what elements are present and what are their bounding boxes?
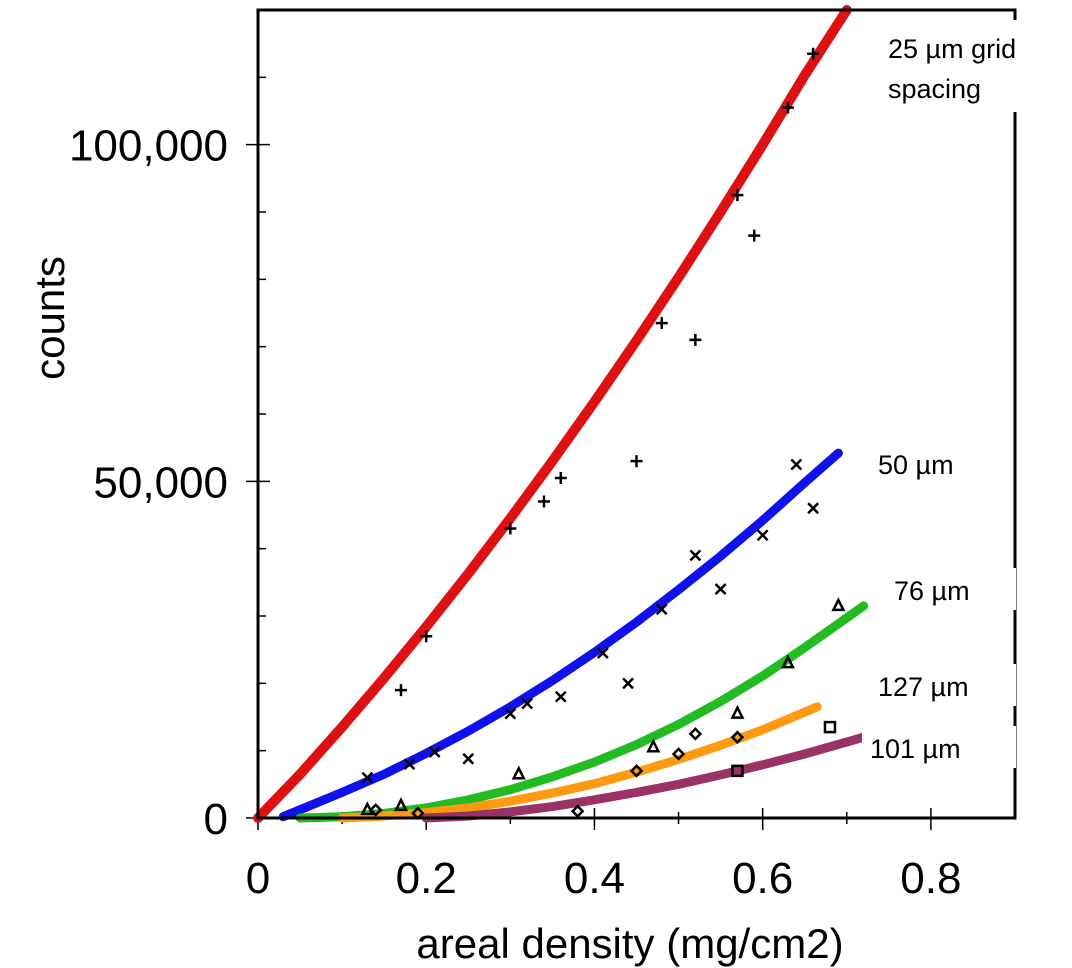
data-point-plus — [537, 495, 550, 508]
data-point-triangle — [730, 704, 745, 719]
data-point-cross — [807, 502, 820, 515]
data-point-plus — [394, 684, 407, 697]
data-point-plus — [504, 522, 517, 535]
data-point-cross — [689, 549, 702, 562]
series-label: 101 µm — [870, 734, 961, 764]
data-point-cross — [714, 583, 727, 595]
data-point-triangle — [511, 765, 526, 780]
data-point-diamond — [688, 727, 703, 741]
data-point-plus — [731, 189, 744, 202]
x-tick-label: 0.8 — [900, 854, 961, 903]
data-point-cross — [504, 707, 517, 720]
data-point-triangle — [393, 797, 409, 812]
data-point-plus — [554, 471, 567, 484]
data-point-diamond — [730, 730, 745, 744]
data-point-cross — [655, 603, 668, 616]
y-tick-label: 0 — [204, 795, 228, 844]
data-point-plus — [420, 630, 433, 643]
data-point-square — [823, 720, 837, 734]
y-axis-title: counts — [26, 256, 73, 380]
data-markers — [360, 47, 846, 821]
data-point-plus — [655, 317, 668, 330]
tick-labels: 0 0.2 0.4 0.6 0.8 0 50,000 100,000 — [69, 122, 962, 903]
data-point-diamond — [368, 803, 383, 817]
data-point-cross — [596, 647, 609, 659]
data-point-cross — [521, 697, 534, 710]
data-point-triangle — [360, 801, 375, 816]
data-point-plus — [748, 229, 761, 242]
data-point-triangle — [780, 654, 795, 669]
data-point-cross — [756, 529, 769, 542]
fit-curve — [253, 5, 852, 823]
fit-curve — [421, 732, 869, 823]
data-point-cross — [622, 677, 634, 690]
data-point-square — [731, 764, 744, 778]
data-point-cross — [790, 458, 803, 471]
series-label-background — [886, 568, 1016, 610]
data-point-cross — [462, 752, 475, 765]
series-labels: 25 µm grid spacing 50 µm 76 µm 127 µm 101 µm — [862, 20, 1072, 768]
data-point-triangle — [646, 738, 661, 753]
series-label-background — [862, 726, 1016, 768]
x-tick-label: 0.4 — [564, 854, 625, 903]
data-point-cross — [361, 771, 374, 784]
fit-curve — [337, 702, 822, 823]
y-tick-label: 50,000 — [93, 458, 228, 507]
data-point-triangle — [831, 597, 846, 612]
series-label: 25 µm grid — [888, 34, 1016, 64]
x-axis-title: areal density (mg/cm2) — [416, 920, 843, 967]
y-tick-label: 100,000 — [69, 122, 228, 171]
series-label-background — [880, 20, 1072, 112]
plot-frame — [256, 8, 1017, 820]
data-point-diamond — [570, 804, 585, 819]
x-tick-label: 0 — [246, 854, 270, 903]
series-label: 127 µm — [878, 672, 969, 702]
data-point-plus — [781, 101, 794, 114]
data-point-diamond — [629, 764, 644, 778]
fit-curve — [278, 448, 843, 822]
data-point-diamond — [671, 747, 686, 761]
data-point-cross — [554, 690, 567, 703]
data-point-cross — [428, 746, 441, 758]
series-label: 50 µm — [878, 450, 954, 480]
series-label: spacing — [888, 74, 981, 104]
data-point-plus — [630, 455, 643, 468]
data-point-plus — [807, 47, 820, 60]
fit-curves — [253, 5, 869, 823]
data-point-plus — [689, 333, 702, 346]
x-tick-label: 0.6 — [732, 854, 793, 903]
series-label: 76 µm — [894, 576, 970, 606]
x-tick-label: 0.2 — [396, 854, 457, 903]
series-label-background — [870, 664, 1016, 706]
data-point-cross — [403, 758, 416, 771]
